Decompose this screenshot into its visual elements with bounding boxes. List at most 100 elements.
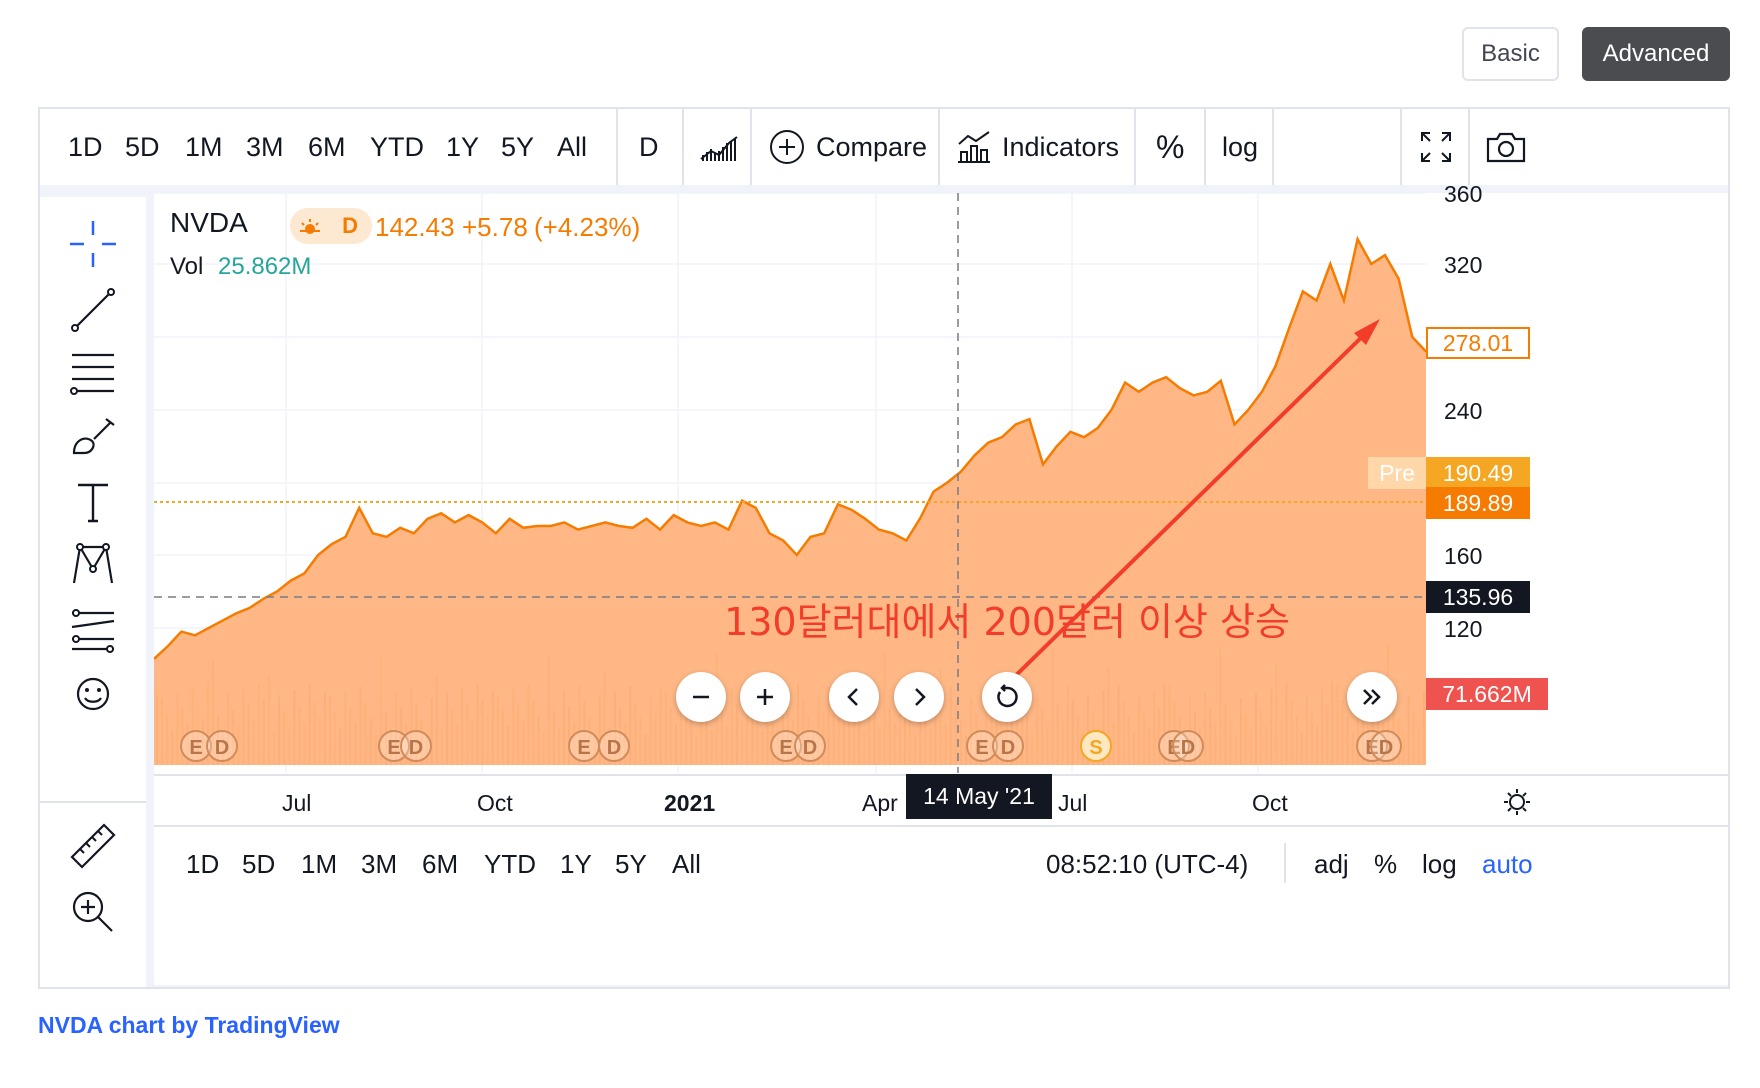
range-1y[interactable]: 1Y — [446, 131, 480, 162]
annotation-arrow — [1002, 327, 1372, 689]
bottom-range-1y[interactable]: 1Y — [560, 849, 592, 879]
x-tick: Apr — [862, 790, 898, 816]
reset-chart-button[interactable] — [982, 672, 1032, 722]
tradingview-attribution-link[interactable]: NVDA chart by TradingView — [38, 1012, 340, 1038]
zoom-in-button[interactable] — [740, 672, 790, 722]
svg-text:E: E — [975, 737, 988, 759]
toolbar-divider — [1272, 109, 1274, 185]
earnings-event-marker: E — [966, 730, 998, 762]
toolbar-divider — [1468, 109, 1470, 185]
y-tick: 160 — [1444, 543, 1483, 569]
sun-icon — [300, 219, 320, 234]
text-tool-icon[interactable] — [66, 475, 120, 529]
log-scale-button[interactable]: log — [1222, 131, 1259, 162]
bottom-bar-divider — [154, 825, 1728, 827]
camera-icon — [1486, 132, 1526, 163]
clock-timezone[interactable]: 08:52:10 (UTC-4) — [1046, 849, 1249, 879]
x-tick: Oct — [477, 790, 513, 816]
double-chevron-right-icon — [1363, 689, 1381, 705]
percent-scale-button[interactable]: % — [1156, 128, 1185, 165]
bottom-range-1d[interactable]: 1D — [186, 849, 220, 879]
indicators-icon — [958, 131, 990, 163]
chart-type-button[interactable] — [699, 109, 739, 185]
crosshair-icon[interactable] — [66, 217, 120, 271]
y-tick: 360 — [1444, 181, 1483, 207]
range-3m[interactable]: 3M — [246, 131, 284, 162]
event-markers[interactable]: EDEDEDEDEDSEDED — [180, 730, 1402, 762]
svg-text:E: E — [387, 737, 400, 759]
auto-scale-button[interactable]: auto — [1482, 849, 1533, 879]
ruler-icon[interactable] — [66, 819, 120, 873]
scroll-left-button[interactable] — [829, 672, 879, 722]
dividend-event-marker: D — [598, 730, 630, 762]
settings-icon[interactable] — [1502, 787, 1532, 817]
svg-text:E: E — [577, 737, 590, 759]
range-1d[interactable]: 1D — [68, 131, 103, 162]
emoji-icon[interactable] — [66, 667, 120, 721]
bottom-range-6m[interactable]: 6M — [422, 849, 459, 879]
advanced-mode-button[interactable]: Advanced — [1582, 27, 1730, 81]
basic-mode-button[interactable]: Basic — [1462, 27, 1559, 81]
log-button[interactable]: log — [1422, 849, 1457, 879]
range-all[interactable]: All — [557, 131, 588, 162]
y-tick: 120 — [1444, 616, 1483, 642]
indicators-button[interactable]: Indicators — [956, 109, 1119, 185]
y-tick: 240 — [1444, 398, 1483, 424]
interval-badge-label: D — [342, 213, 358, 238]
brush-icon[interactable] — [66, 411, 120, 465]
fib-retracement-icon[interactable] — [66, 347, 120, 401]
dividend-event-marker: D — [206, 730, 238, 762]
dividend-event-marker: D — [400, 730, 432, 762]
close-price-tag: 189.89 — [1426, 487, 1530, 519]
price-chart[interactable]: EDEDEDEDEDSEDED 130달러대에서 200달러 이상 상승 — [154, 193, 1728, 835]
chart-panel[interactable]: EDEDEDEDEDSEDED 130달러대에서 200달러 이상 상승 NVD… — [154, 181, 1728, 985]
bottom-range-ytd[interactable]: YTD — [484, 849, 536, 879]
y-tick: 320 — [1444, 252, 1483, 278]
bottom-range-5y[interactable]: 5Y — [615, 849, 647, 879]
plus-circle-icon — [770, 130, 804, 164]
toolbar-divider — [938, 109, 940, 185]
dividend-event-marker: D — [794, 730, 826, 762]
price-area-fill — [154, 239, 1426, 766]
bottom-range-5d[interactable]: 5D — [242, 849, 276, 879]
range-1m[interactable]: 1M — [185, 131, 223, 162]
split-event-marker: S — [1080, 730, 1112, 762]
svg-text:D: D — [1379, 737, 1393, 759]
range-ytd[interactable]: YTD — [370, 131, 424, 162]
adjust-button[interactable]: adj — [1314, 849, 1349, 879]
scroll-to-realtime-button[interactable] — [1347, 672, 1397, 722]
percent-button[interactable]: % — [1374, 849, 1398, 879]
scroll-right-button[interactable] — [894, 672, 944, 722]
pattern-tool-icon[interactable] — [66, 539, 120, 593]
toolbar-divider — [1134, 109, 1136, 185]
bottom-range-all[interactable]: All — [672, 849, 701, 879]
range-5y[interactable]: 5Y — [501, 131, 535, 162]
top-toolbar: 1D 5D 1M 3M 6M YTD 1Y 5Y All D Compare — [40, 109, 1728, 185]
forecast-tool-icon[interactable] — [66, 603, 120, 657]
dividend-event-marker: D — [1370, 730, 1402, 762]
range-5d[interactable]: 5D — [125, 131, 160, 162]
snapshot-button[interactable] — [1484, 109, 1528, 185]
pre-market-label: Pre — [1368, 457, 1426, 489]
zoom-out-button[interactable] — [676, 672, 726, 722]
toolbar-divider — [1400, 109, 1402, 185]
x-tick: Oct — [1252, 790, 1288, 816]
bottom-range-3m[interactable]: 3M — [361, 849, 398, 879]
fullscreen-button[interactable] — [1418, 109, 1454, 185]
legend-change-pct: (+4.23%) — [534, 212, 641, 242]
svg-text:D: D — [607, 737, 621, 759]
trend-line-icon[interactable] — [66, 283, 120, 337]
interval-button[interactable]: D — [639, 131, 659, 162]
range-6m[interactable]: 6M — [308, 131, 346, 162]
crosshair-price-tag: 135.96 — [1426, 581, 1530, 613]
svg-text:E: E — [779, 737, 792, 759]
bottom-range-1m[interactable]: 1M — [301, 849, 338, 879]
compare-button[interactable]: Compare — [768, 109, 927, 185]
toolbar-divider — [750, 109, 752, 185]
plus-icon — [757, 689, 773, 705]
zoom-in-icon[interactable] — [66, 885, 120, 939]
pre-market-price-tag: 190.49 — [1426, 457, 1530, 489]
svg-text:D: D — [1001, 737, 1015, 759]
price-line — [154, 235, 1427, 660]
dividend-event-marker: D — [1172, 730, 1204, 762]
